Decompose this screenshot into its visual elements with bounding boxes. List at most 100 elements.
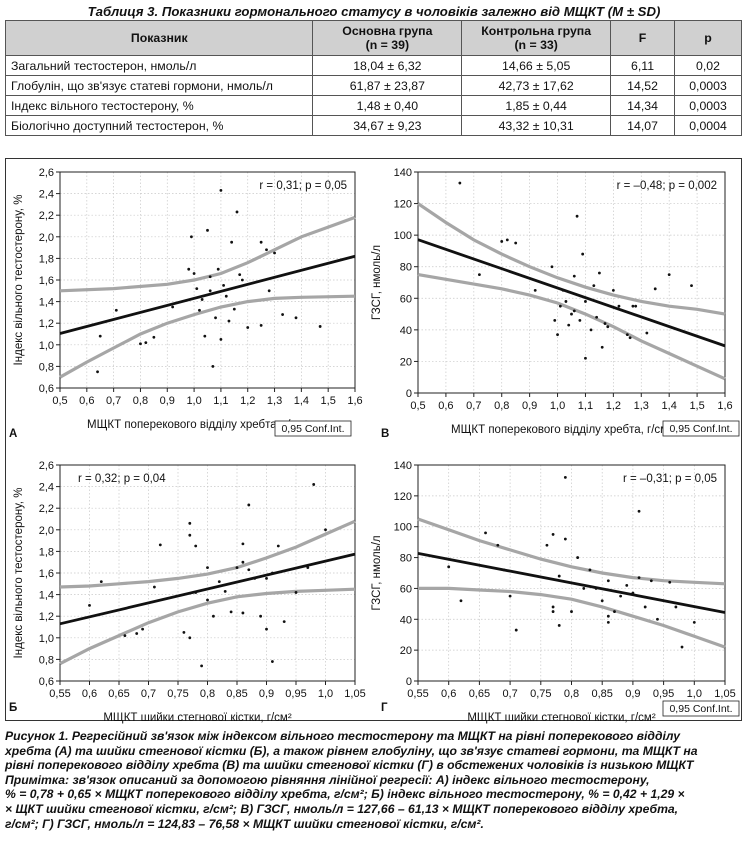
- data-point: [259, 323, 263, 327]
- y-axis-label: ГЗСГ, нмоль/л: [371, 245, 383, 320]
- data-point: [572, 309, 576, 313]
- data-point: [144, 341, 148, 345]
- data-point: [188, 636, 192, 640]
- figure-frame: [5, 158, 742, 721]
- confidence-band-lower: [59, 294, 356, 379]
- y-axis-label: ГЗСГ, нмоль/л: [371, 535, 383, 610]
- data-point: [459, 599, 463, 603]
- table-row: Біологічно доступний тестостерон, % 34,6…: [4, 115, 742, 136]
- x-tick-label: 0,95: [653, 688, 674, 700]
- x-tick-label: 1,0: [687, 688, 702, 700]
- data-point: [206, 228, 209, 232]
- data-point: [276, 544, 280, 548]
- y-axis-label: Індекс вільного тестостерону, %: [13, 195, 25, 366]
- data-point: [551, 605, 555, 609]
- panel-label: В: [381, 428, 389, 440]
- data-point: [229, 610, 233, 614]
- confidence-band-upper: [59, 215, 356, 293]
- x-tick-label: 1,2: [240, 395, 255, 407]
- x-tick-label: 0,9: [160, 395, 175, 407]
- data-point: [575, 214, 579, 218]
- data-point: [241, 542, 245, 546]
- data-point: [556, 333, 559, 336]
- data-point: [223, 589, 227, 593]
- x-tick-label: 0,9: [625, 688, 640, 700]
- legend-box: [662, 700, 740, 717]
- data-point: [606, 620, 610, 624]
- data-point: [153, 585, 156, 589]
- x-axis-label: МЩКТ поперекового відділу хребта, г/см²: [87, 419, 308, 431]
- data-point: [214, 316, 217, 320]
- data-point: [194, 591, 198, 594]
- confidence-band-lower: [59, 587, 356, 666]
- col-header-control-group: Контрольна група (n = 33): [461, 20, 612, 56]
- data-point: [553, 318, 557, 322]
- data-point: [282, 620, 286, 623]
- x-tick-label: 0,7: [106, 395, 121, 407]
- data-point: [246, 326, 250, 329]
- data-point: [625, 583, 629, 587]
- plot-area: [417, 171, 726, 394]
- cell-control-group: 42,73 ± 17,62: [461, 75, 612, 96]
- y-tick-label: 0,6: [39, 676, 54, 688]
- data-point: [203, 334, 207, 338]
- data-point: [667, 273, 671, 277]
- x-tick-label: 0,6: [441, 688, 456, 700]
- col-header-p: p: [674, 20, 742, 56]
- data-point: [230, 240, 234, 244]
- caption-line: хребта (А) та шийки стегнової кістки (Б)…: [5, 743, 698, 758]
- y-tick-label: 1,6: [39, 568, 54, 580]
- y-tick-label: 2,4: [39, 189, 54, 201]
- cell-f: 6,11: [610, 55, 675, 76]
- x-tick-label: 1,5: [321, 395, 336, 407]
- scatter-charts: 0,5 0,6 0,7 0,8 0,9 1,0 1,1 1,2 1,3 1,4 1,5 1,60,60…: [9, 167, 740, 724]
- cell-indicator: Біологічно доступний тестостерон, %: [4, 115, 314, 136]
- data-point: [505, 238, 509, 242]
- y-tick-label: 2,0: [39, 525, 54, 537]
- caption-line: рівні поперекового відділу хребта (В) та…: [5, 758, 694, 773]
- y-tick-label: 20: [400, 356, 412, 368]
- y-tick-label: 2,2: [39, 503, 54, 515]
- data-point: [241, 611, 245, 615]
- data-point: [171, 305, 175, 309]
- y-tick-label: 1,2: [39, 318, 54, 330]
- caption-note-line: г/см²; Г) ГЗСГ, нмоль/л = 124,83 – 76,58…: [5, 816, 484, 831]
- data-point: [656, 617, 659, 621]
- data-point: [200, 298, 204, 301]
- data-point: [271, 660, 274, 663]
- x-tick-label: 0,5: [410, 400, 425, 412]
- data-point: [447, 565, 451, 569]
- data-point: [611, 288, 615, 292]
- y-tick-label: 1,2: [39, 611, 54, 623]
- data-point: [188, 521, 192, 525]
- caption-note-line: Примітка: зв'язок описаний за допомогою …: [5, 772, 650, 787]
- x-tick-label: 1,3: [267, 395, 282, 407]
- y-tick-label: 60: [400, 583, 412, 595]
- x-tick-label: 0,65: [469, 688, 490, 700]
- x-tick-label: 0,75: [167, 688, 188, 700]
- x-tick-label: 0,7: [141, 688, 156, 700]
- y-tick-label: 100: [394, 522, 412, 534]
- data-point: [668, 580, 672, 584]
- x-tick-label: 0,65: [108, 688, 129, 700]
- y-tick-label: 1,4: [39, 590, 54, 602]
- data-point: [206, 566, 209, 569]
- x-tick-label: 0,8: [200, 688, 215, 700]
- cell-p: 0,0003: [674, 75, 742, 96]
- data-point: [240, 278, 244, 282]
- data-point: [241, 560, 245, 564]
- y-tick-label: 2,6: [39, 167, 54, 179]
- data-point: [533, 288, 537, 292]
- y-tick-label: 1,8: [39, 546, 54, 558]
- y-tick-label: 100: [394, 230, 412, 242]
- data-point: [514, 241, 518, 245]
- legend-label: 0,95 Conf.Int.: [281, 423, 344, 435]
- y-tick-label: 40: [400, 614, 412, 626]
- y-tick-label: 40: [400, 325, 412, 337]
- data-point: [195, 287, 199, 291]
- data-point: [570, 610, 573, 613]
- confidence-band-upper: [417, 202, 726, 316]
- data-point: [557, 574, 561, 578]
- x-tick-label: 1,0: [318, 688, 333, 700]
- data-point: [551, 610, 555, 613]
